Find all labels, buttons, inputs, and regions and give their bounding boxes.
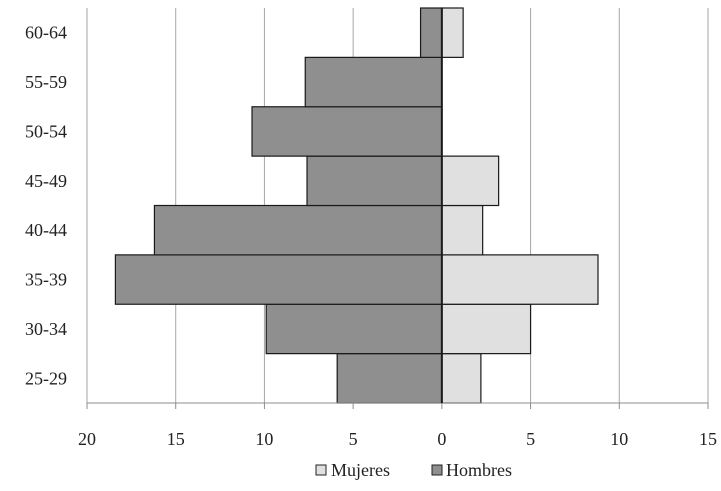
x-tick-label-3: 5: [349, 429, 358, 449]
legend-swatch-mujeres: [315, 464, 327, 476]
bar-hombres-55-59: [304, 56, 443, 108]
x-tick-label-1: 15: [167, 429, 185, 449]
legend-label-hombres: Hombres: [446, 460, 512, 480]
category-label-30-34: 30-34: [25, 319, 67, 339]
bar-hombres-50-54: [251, 106, 443, 157]
bar-hombres-45-49: [306, 155, 443, 207]
bar-hombres-35-39: [114, 254, 443, 305]
bar-hombres-30-34: [265, 303, 443, 355]
category-labels: 25-29 30-34 35-39 40-44 45-49 50-54 55-59 60-64: [25, 23, 67, 389]
bar-hombres-40-44: [153, 204, 443, 256]
bar-mujeres-40-44: [441, 204, 484, 256]
bars: [114, 7, 599, 404]
category-label-45-49: 45-49: [25, 171, 67, 191]
x-tick-label-0: 20: [78, 429, 96, 449]
bar-mujeres-45-49: [441, 155, 500, 207]
category-label-55-59: 55-59: [25, 72, 67, 92]
axes: [86, 8, 709, 409]
x-tick-label-4: 0: [437, 429, 446, 449]
x-tick-labels: 20 15 10 5 0 5 10 15: [78, 429, 717, 449]
category-label-40-44: 40-44: [25, 220, 67, 240]
bar-hombres-60-64: [419, 7, 443, 58]
x-tick-label-7: 15: [699, 429, 717, 449]
legend-swatch-hombres: [431, 464, 443, 476]
x-tick-label-2: 10: [255, 429, 273, 449]
legend-label-mujeres: Mujeres: [331, 460, 390, 480]
x-tick-label-5: 5: [526, 429, 535, 449]
category-label-35-39: 35-39: [25, 270, 67, 290]
legend: Mujeres Hombres: [315, 460, 512, 480]
category-label-25-29: 25-29: [25, 368, 67, 388]
bar-mujeres-60-64: [441, 7, 464, 58]
bar-hombres-25-29: [336, 353, 443, 404]
bar-mujeres-25-29: [441, 353, 482, 404]
category-label-60-64: 60-64: [25, 23, 67, 43]
bar-mujeres-30-34: [441, 303, 532, 355]
bar-mujeres-35-39: [441, 254, 599, 305]
category-label-50-54: 50-54: [25, 121, 67, 141]
x-tick-label-6: 10: [610, 429, 628, 449]
